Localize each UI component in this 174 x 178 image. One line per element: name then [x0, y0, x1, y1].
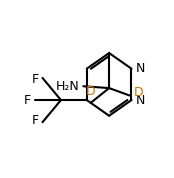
- Text: D: D: [86, 85, 96, 98]
- Text: F: F: [32, 114, 39, 127]
- Text: N: N: [136, 94, 145, 107]
- Text: F: F: [24, 94, 31, 107]
- Text: H₂N: H₂N: [56, 80, 80, 93]
- Text: D: D: [134, 86, 144, 99]
- Text: F: F: [32, 73, 39, 86]
- Text: N: N: [136, 62, 145, 75]
